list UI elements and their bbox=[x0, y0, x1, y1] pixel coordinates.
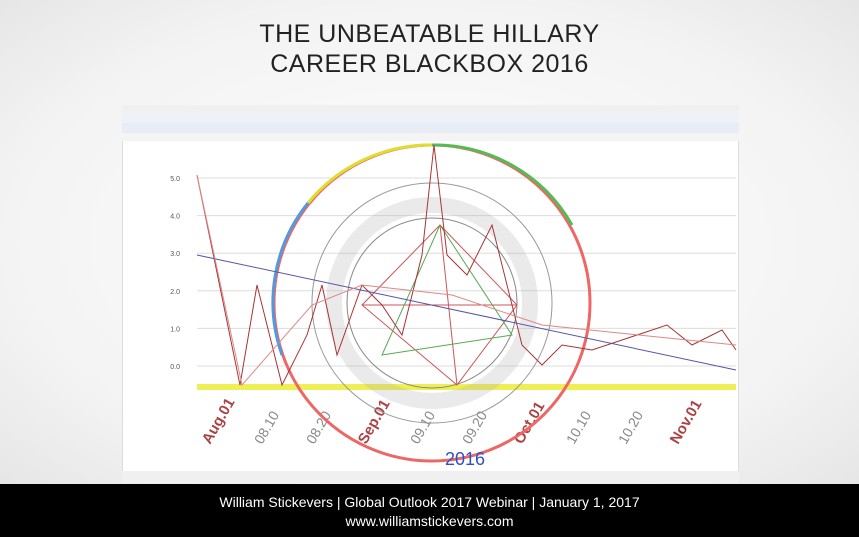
slide: THE UNBEATABLE HILLARY CAREER BLACKBOX 2… bbox=[0, 0, 859, 484]
footer: William Stickevers | Global Outlook 2017… bbox=[0, 484, 859, 537]
y-axis-label: 3.0 bbox=[170, 251, 180, 258]
wheel-ring bbox=[306, 143, 433, 204]
wheel-ring bbox=[431, 143, 574, 226]
curve bbox=[196, 144, 737, 387]
trend-line bbox=[196, 254, 737, 371]
footer-url: www.williamstickevers.com bbox=[345, 513, 514, 529]
window bbox=[122, 105, 739, 483]
y-axis-label: 4.0 bbox=[170, 214, 180, 221]
toolbar bbox=[122, 123, 739, 133]
y-axis-label: 5.0 bbox=[170, 176, 180, 183]
wheel bbox=[271, 143, 592, 463]
year-label: 2016 bbox=[445, 449, 485, 469]
y-axis-label: 0.0 bbox=[170, 364, 180, 371]
aspect-lines bbox=[361, 224, 518, 386]
y-axis-label: 1.0 bbox=[170, 326, 180, 333]
menu-bar bbox=[122, 113, 739, 123]
slide-title: CAREER BLACKBOX 2016 bbox=[270, 50, 589, 78]
wheel-ring bbox=[311, 182, 553, 424]
title-bar bbox=[122, 105, 739, 113]
footer-line: William Stickevers | Global Outlook 2017… bbox=[219, 494, 640, 510]
slide-title: THE UNBEATABLE HILLARY bbox=[259, 20, 600, 48]
wheel-ring bbox=[271, 202, 310, 356]
wheel-ring bbox=[326, 197, 538, 409]
toolbar bbox=[122, 133, 739, 141]
status-bar bbox=[122, 471, 739, 483]
y-axis-label: 2.0 bbox=[170, 289, 180, 296]
curve bbox=[196, 174, 737, 387]
date-strip bbox=[197, 384, 736, 390]
wheel-ring bbox=[346, 217, 518, 389]
